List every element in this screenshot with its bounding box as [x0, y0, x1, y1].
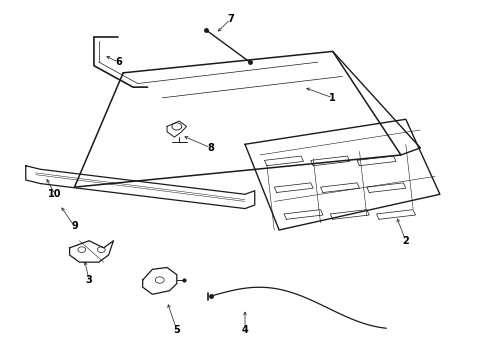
Text: 10: 10: [48, 189, 62, 199]
Text: 3: 3: [86, 275, 93, 285]
Text: 6: 6: [115, 57, 122, 67]
Text: 1: 1: [329, 93, 336, 103]
Text: 2: 2: [402, 236, 409, 246]
Text: 5: 5: [173, 325, 180, 335]
Text: 7: 7: [227, 14, 234, 24]
Text: 4: 4: [242, 325, 248, 335]
Text: 8: 8: [207, 143, 214, 153]
Text: 9: 9: [71, 221, 78, 231]
